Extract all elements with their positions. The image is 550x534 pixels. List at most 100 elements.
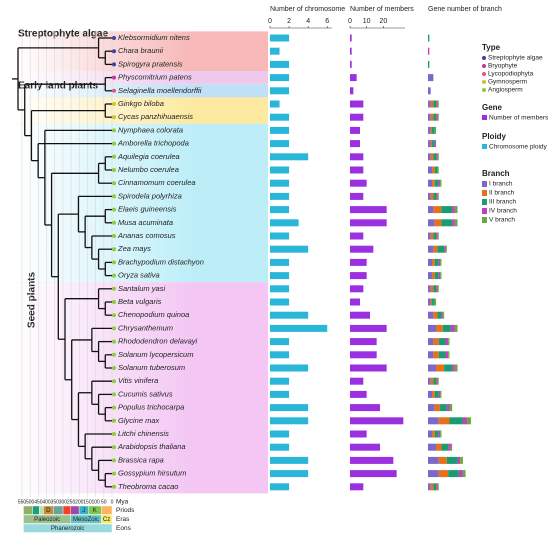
bar	[350, 430, 367, 438]
bar	[270, 404, 309, 412]
bar-segment	[436, 232, 438, 240]
species-label: Cycas panzhihuaensis	[118, 112, 193, 121]
group-label: Early land plants	[18, 81, 98, 92]
bar	[270, 324, 328, 332]
bar-segment	[432, 390, 435, 398]
bar	[350, 364, 387, 372]
bar	[270, 166, 290, 174]
bar	[350, 404, 380, 412]
bar-segment	[436, 113, 438, 121]
bar-segment	[432, 126, 435, 134]
bar	[270, 192, 290, 200]
type-dot	[112, 432, 116, 436]
time-row-label: Eons	[116, 525, 132, 532]
bar	[270, 206, 290, 214]
legend-label: Bryophyte	[488, 63, 518, 70]
bar-segment	[438, 430, 441, 438]
bar-segment	[440, 390, 442, 398]
type-dot	[112, 313, 116, 318]
legend-title: Ploidy	[482, 132, 507, 141]
bar-segment	[448, 470, 459, 478]
bar-segment	[437, 311, 442, 319]
bar-segment	[454, 364, 458, 372]
species-label: Vitis vinifera	[118, 376, 158, 385]
bar-segment	[430, 113, 434, 121]
legend-label: II branch	[489, 190, 515, 197]
bar-segment	[436, 377, 438, 385]
bar-segment	[438, 258, 441, 266]
tick-label: 6	[325, 18, 329, 25]
type-dot	[112, 458, 116, 463]
type-dot	[112, 326, 116, 331]
bar	[270, 443, 290, 451]
bar-segment	[444, 364, 453, 372]
bar-segment	[462, 470, 466, 478]
time-block	[70, 505, 80, 515]
bar-segment	[428, 113, 431, 121]
bar-segment	[428, 100, 431, 108]
bar-segment	[430, 126, 433, 134]
time-block	[100, 505, 113, 515]
bar	[270, 311, 309, 319]
legend-title: Branch	[482, 169, 510, 178]
species-label: Cucumis sativus	[118, 389, 173, 398]
bar-segment	[430, 153, 434, 161]
species-label: Solanum lycopersicum	[118, 350, 193, 359]
bar	[270, 430, 290, 438]
bar-segment	[430, 100, 434, 108]
time-tick-label: 450	[34, 499, 43, 505]
bar-segment	[433, 338, 439, 346]
bar	[270, 74, 290, 82]
species-label: Arabidopsis thaliana	[117, 442, 186, 451]
bar-segment	[432, 430, 435, 438]
legend-label: V branch	[489, 217, 515, 224]
type-dot	[112, 154, 116, 159]
bar-segment	[428, 206, 434, 214]
bar	[350, 483, 364, 491]
type-dot	[112, 115, 116, 120]
type-dot	[112, 405, 116, 410]
bar-segment	[436, 324, 443, 332]
time-block-label: J	[82, 508, 85, 514]
bar-segment	[437, 377, 439, 385]
bar-segment	[432, 179, 435, 187]
type-dot	[112, 471, 116, 476]
bar	[270, 34, 290, 42]
bar-segment	[445, 351, 449, 359]
bar-segment	[440, 272, 442, 280]
bar-segment	[444, 245, 446, 253]
bar	[270, 298, 290, 306]
bar-segment	[450, 324, 455, 332]
legend-label: Lycopodiophyta	[488, 71, 534, 78]
bar-segment	[449, 404, 453, 412]
bar-segment	[438, 470, 449, 478]
bar-segment	[428, 60, 430, 68]
bar-segment	[428, 430, 433, 438]
time-block	[23, 505, 33, 515]
bar-segment	[441, 311, 443, 319]
bar-segment	[434, 430, 439, 438]
bar-segment	[438, 272, 441, 280]
bar-segment	[437, 245, 445, 253]
tick-label: 0	[348, 18, 352, 25]
bar-segment	[438, 456, 447, 464]
legend-swatch	[482, 80, 486, 84]
bar-segment	[428, 443, 437, 451]
time-block-label: Cz	[103, 517, 110, 523]
bar-segment	[428, 232, 431, 240]
bar-segment	[428, 245, 434, 253]
time-block	[39, 505, 44, 515]
species-label: Chenopodium quinoa	[118, 310, 189, 319]
panel-title: Number of members	[350, 6, 414, 13]
species-label: Solanum tuberosum	[118, 363, 185, 372]
type-dot	[112, 392, 116, 397]
bar	[350, 351, 377, 359]
bar	[270, 351, 290, 359]
type-dot	[112, 88, 116, 93]
bar-segment	[432, 272, 435, 280]
time-block	[23, 523, 113, 533]
time-tick-label: 200	[75, 499, 84, 505]
bar-segment	[442, 311, 445, 319]
species-label: Amborella trichopoda	[117, 139, 189, 148]
type-dot	[112, 273, 116, 278]
